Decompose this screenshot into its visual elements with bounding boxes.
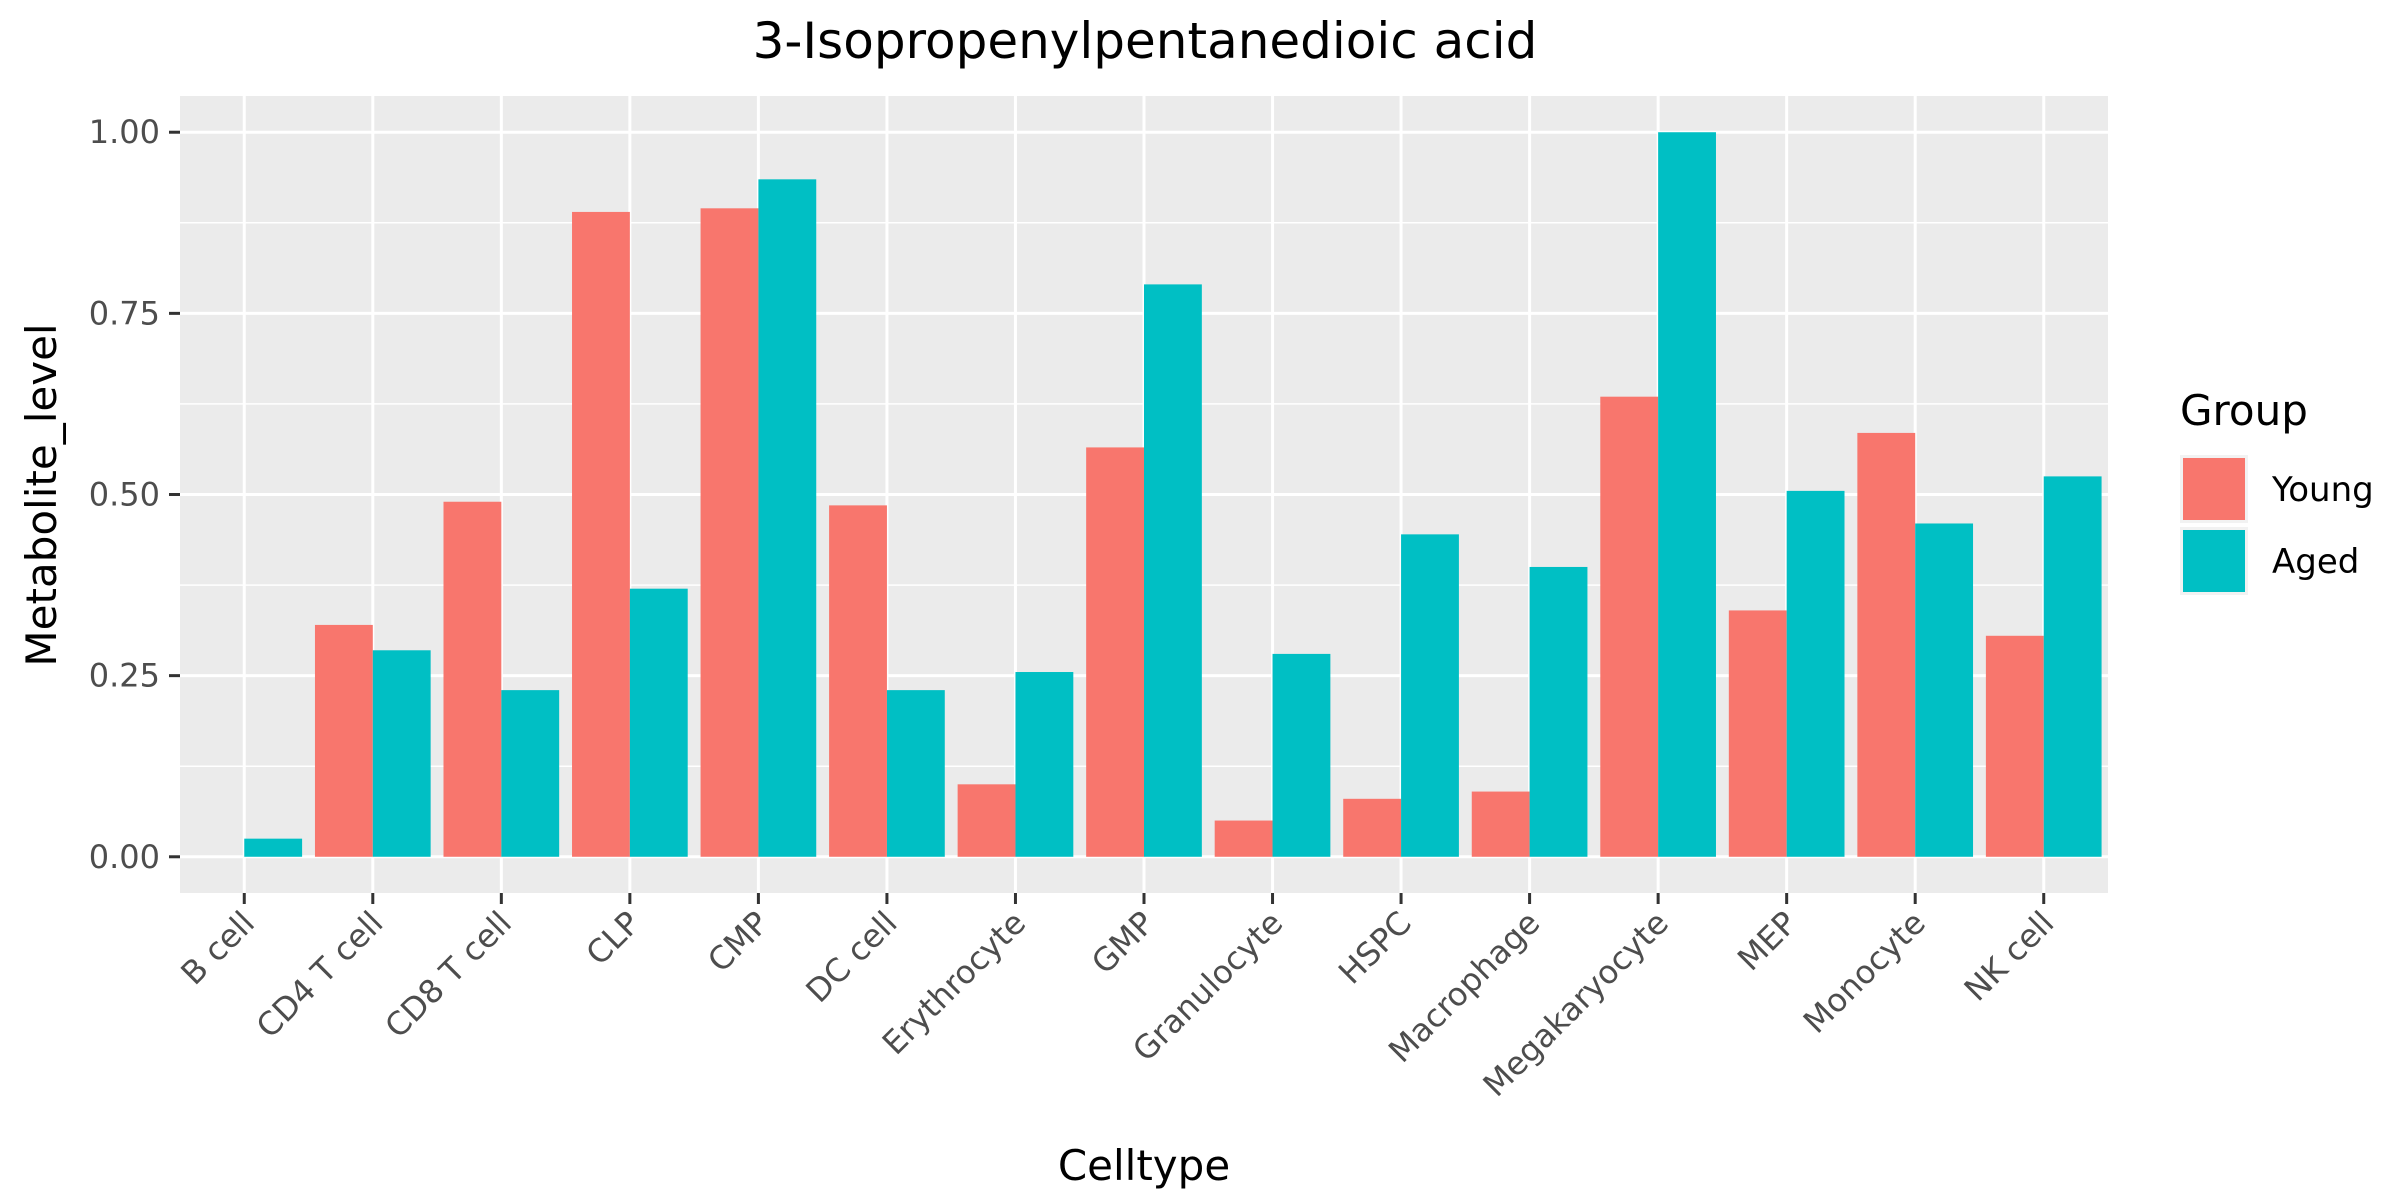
y-tick-label: 0.25 bbox=[89, 657, 160, 695]
bar-aged-cd4-t-cell bbox=[372, 650, 431, 857]
bar-aged-megakaryocyte bbox=[1658, 132, 1716, 857]
x-tick-label: NK cell bbox=[1957, 904, 2062, 1009]
bars bbox=[244, 132, 2102, 857]
y-axis-title: Metabolite_level bbox=[17, 323, 66, 666]
y-axis: 0.00 0.25 0.50 0.75 1.00 bbox=[89, 113, 180, 876]
bar-aged-granulocyte bbox=[1272, 653, 1331, 857]
bar-aged-dc-cell bbox=[886, 690, 945, 857]
bar-young-gmp bbox=[1086, 447, 1144, 857]
legend-label-young: Young bbox=[2271, 470, 2374, 510]
bar-young-granulocyte bbox=[1214, 820, 1273, 857]
x-tick-label: DC cell bbox=[798, 904, 904, 1010]
x-tick-label: CD8 T cell bbox=[377, 904, 519, 1046]
bar-aged-nk-cell bbox=[2043, 476, 2102, 857]
legend-title: Group bbox=[2180, 386, 2308, 435]
bar-aged-clp bbox=[629, 588, 688, 857]
legend-label-aged: Aged bbox=[2272, 542, 2359, 582]
bar-young-mep bbox=[1728, 610, 1787, 857]
legend-key-aged bbox=[2183, 530, 2245, 592]
bar-aged-gmp bbox=[1144, 284, 1202, 857]
bar-aged-monocyte bbox=[1915, 523, 1974, 857]
x-tick-label: HSPC bbox=[1331, 904, 1419, 992]
bar-aged-hspc bbox=[1401, 534, 1459, 857]
x-tick-label: CD4 T cell bbox=[249, 904, 391, 1046]
bar-young-monocyte bbox=[1857, 432, 1916, 857]
legend-key-young bbox=[2183, 458, 2245, 520]
y-tick-label: 0.50 bbox=[89, 476, 160, 514]
bar-young-nk-cell bbox=[1985, 635, 2044, 857]
bar-young-erythrocyte bbox=[957, 784, 1016, 857]
x-tick-label: Monocyte bbox=[1796, 904, 1933, 1041]
legend: Group Young Aged bbox=[2180, 386, 2374, 595]
bar-aged-mep bbox=[1786, 490, 1845, 857]
bar-aged-cmp bbox=[758, 179, 817, 857]
bar-aged-cd8-t-cell bbox=[501, 690, 560, 857]
x-tick-label: CMP bbox=[700, 904, 776, 980]
bar-aged-macrophage bbox=[1529, 566, 1588, 857]
chart-title: 3-Isopropenylpentanedioic acid bbox=[753, 12, 1538, 70]
bar-young-hspc bbox=[1343, 798, 1402, 857]
bar-young-clp bbox=[572, 211, 630, 857]
x-axis-title: Celltype bbox=[1058, 1141, 1230, 1190]
bar-young-cmp bbox=[700, 208, 759, 857]
bar-aged-erythrocyte bbox=[1015, 672, 1074, 857]
bar-young-cd8-t-cell bbox=[443, 501, 502, 857]
bar-young-dc-cell bbox=[829, 505, 887, 857]
bar-young-cd4-t-cell bbox=[314, 624, 373, 857]
bar-aged-b-cell bbox=[244, 838, 303, 857]
y-tick-label: 1.00 bbox=[89, 113, 160, 151]
x-tick-label: CLP bbox=[579, 904, 648, 973]
bar-young-megakaryocyte bbox=[1600, 396, 1659, 857]
y-tick-label: 0.00 bbox=[89, 838, 160, 876]
x-tick-label: B cell bbox=[173, 904, 262, 993]
x-tick-label: GMP bbox=[1084, 904, 1162, 982]
y-tick-label: 0.75 bbox=[89, 294, 160, 332]
bar-young-macrophage bbox=[1471, 791, 1530, 857]
x-tick-label: MEP bbox=[1730, 904, 1804, 978]
